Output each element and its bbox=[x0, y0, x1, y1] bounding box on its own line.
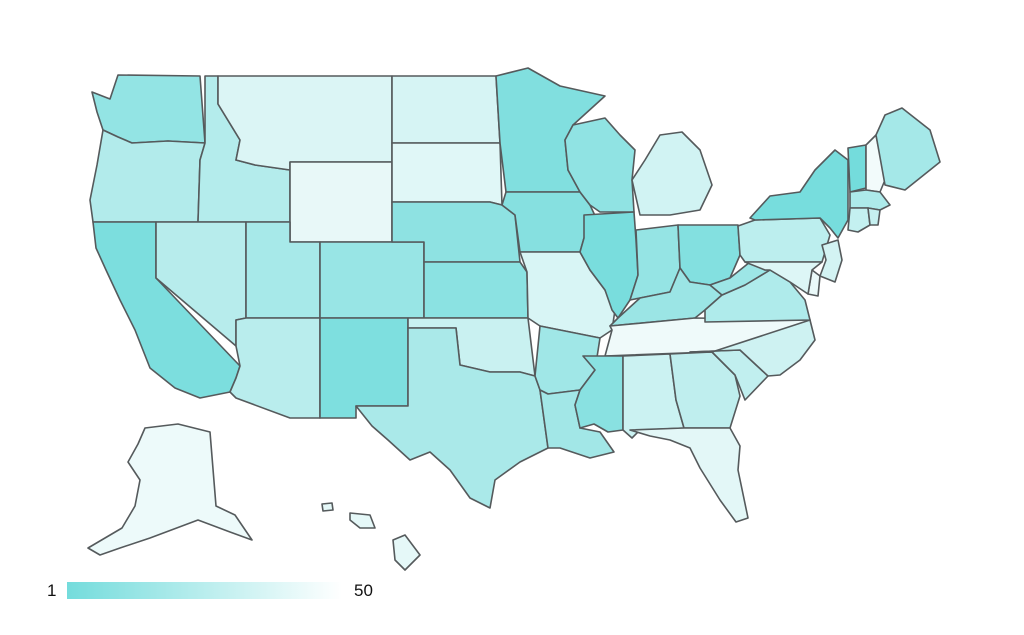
state-oh[interactable] bbox=[677, 224, 741, 286]
state-md[interactable] bbox=[744, 261, 823, 295]
state-wi[interactable] bbox=[564, 117, 636, 213]
state-ri[interactable] bbox=[867, 207, 881, 226]
state-az[interactable] bbox=[229, 317, 321, 419]
state-mi[interactable] bbox=[631, 131, 713, 216]
state-me[interactable] bbox=[875, 107, 941, 191]
state-nh[interactable] bbox=[865, 134, 886, 193]
legend-color-scale bbox=[67, 582, 342, 599]
state-tx[interactable] bbox=[355, 327, 549, 509]
state-vt[interactable] bbox=[847, 144, 867, 193]
state-fl[interactable] bbox=[629, 427, 749, 523]
state-ks[interactable] bbox=[423, 261, 529, 319]
state-or[interactable] bbox=[89, 129, 206, 223]
state-nc[interactable] bbox=[689, 319, 816, 377]
state-la[interactable] bbox=[539, 389, 615, 459]
state-pa[interactable] bbox=[737, 217, 831, 263]
state-wy[interactable] bbox=[289, 161, 393, 243]
state-nd[interactable] bbox=[391, 75, 501, 144]
legend-max-label: 50 bbox=[354, 581, 373, 600]
state-sd[interactable] bbox=[391, 142, 503, 206]
state-ca[interactable] bbox=[92, 221, 241, 399]
state-nm[interactable] bbox=[319, 317, 409, 419]
state-ny[interactable] bbox=[749, 149, 849, 239]
state-ct[interactable] bbox=[847, 207, 871, 233]
state-mt[interactable] bbox=[217, 75, 393, 171]
state-ak[interactable] bbox=[87, 423, 253, 556]
state-ma[interactable] bbox=[849, 189, 891, 211]
state-hi[interactable] bbox=[321, 502, 421, 571]
state-co[interactable] bbox=[319, 241, 425, 319]
legend-min-label: 1 bbox=[47, 581, 57, 600]
state-nj[interactable] bbox=[819, 239, 843, 283]
